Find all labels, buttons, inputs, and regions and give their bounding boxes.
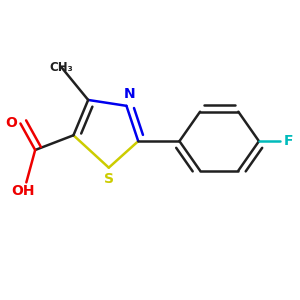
Text: S: S (104, 172, 114, 186)
Text: OH: OH (12, 184, 35, 198)
Text: N: N (124, 87, 135, 101)
Text: CH₃: CH₃ (50, 61, 74, 74)
Text: O: O (6, 116, 17, 130)
Text: F: F (284, 134, 293, 148)
